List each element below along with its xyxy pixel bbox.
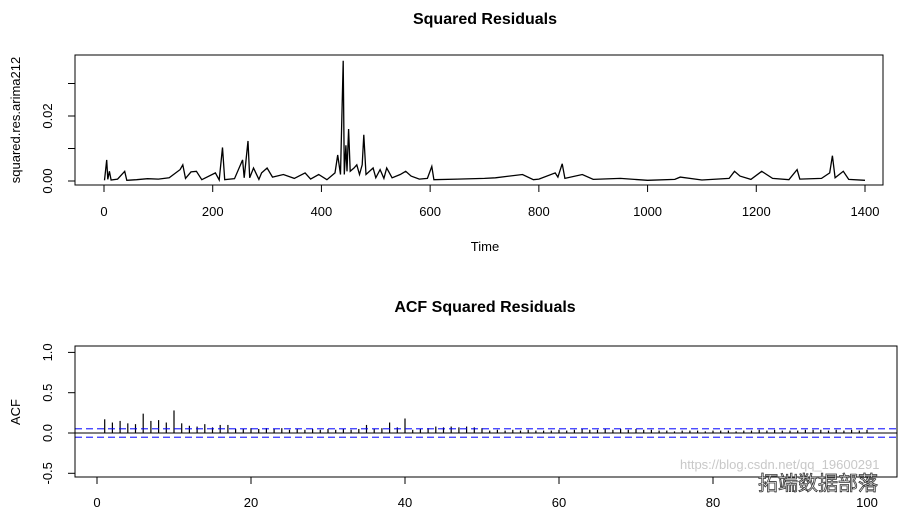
top-x-tick-label: 400	[311, 204, 333, 219]
top-series	[103, 60, 866, 183]
acf-y-tick-label: -0.5	[40, 462, 55, 484]
acf-y-tick-label: 0.5	[40, 384, 55, 402]
acf-x-tick-label: 60	[552, 495, 566, 510]
top-x-tick-label: 800	[528, 204, 550, 219]
top-axes: 0 200 400 600 800 1000 1200 1400 0.00 0.02	[40, 83, 880, 219]
acf-x-tick-label: 100	[856, 495, 878, 510]
acf-axes: 0 20 40 60 80 100 -0.5 0.0 0.5 1.0	[40, 343, 878, 510]
top-x-tick-label: 200	[202, 204, 224, 219]
top-x-tick-label: 0	[100, 204, 107, 219]
top-chart-title: Squared Residuals	[413, 11, 557, 28]
top-y-label: squared.res.arima212	[8, 57, 23, 183]
top-x-tick-label: 1000	[633, 204, 662, 219]
acf-y-label: ACF	[8, 399, 23, 425]
watermark-url: https://blog.csdn.net/qq_19600291	[680, 457, 880, 472]
acf-x-tick-label: 40	[398, 495, 412, 510]
top-y-tick-label: 0.00	[40, 168, 55, 193]
acf-chart-title: ACF Squared Residuals	[394, 299, 575, 316]
squared-residuals-line	[103, 60, 866, 183]
top-x-tick-label: 1200	[742, 204, 771, 219]
acf-x-tick-label: 20	[244, 495, 258, 510]
top-x-tick-label: 600	[419, 204, 441, 219]
acf-bars	[75, 410, 897, 438]
top-x-tick-label: 1400	[851, 204, 880, 219]
acf-x-tick-label: 80	[706, 495, 720, 510]
watermark-text: 拓端数据部落	[758, 472, 878, 495]
acf-y-tick-label: 0.0	[40, 424, 55, 442]
top-plot-box	[74, 54, 884, 186]
acf-x-tick-label: 0	[93, 495, 100, 510]
acf-y-tick-label: 1.0	[40, 343, 55, 361]
top-y-tick-label: 0.02	[40, 103, 55, 128]
top-x-label: Time	[471, 239, 499, 254]
